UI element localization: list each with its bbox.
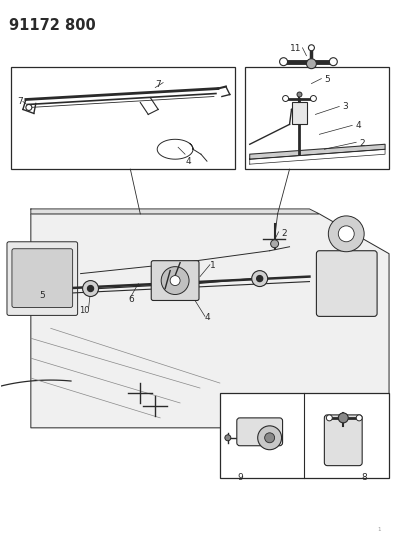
Circle shape bbox=[257, 276, 263, 281]
Text: 9: 9 bbox=[238, 473, 243, 482]
Text: 5: 5 bbox=[39, 290, 44, 300]
Circle shape bbox=[271, 240, 279, 248]
Circle shape bbox=[252, 271, 268, 287]
Text: 6: 6 bbox=[128, 295, 134, 303]
Text: 2: 2 bbox=[281, 229, 287, 238]
FancyBboxPatch shape bbox=[7, 242, 77, 316]
Text: 8: 8 bbox=[361, 473, 367, 482]
Polygon shape bbox=[31, 214, 389, 428]
FancyBboxPatch shape bbox=[324, 415, 362, 466]
Text: 1: 1 bbox=[378, 527, 381, 532]
Bar bbox=[291, 102, 307, 124]
Circle shape bbox=[330, 58, 337, 66]
FancyBboxPatch shape bbox=[151, 261, 199, 301]
Circle shape bbox=[326, 415, 332, 421]
FancyBboxPatch shape bbox=[316, 251, 377, 317]
Circle shape bbox=[306, 59, 316, 69]
Polygon shape bbox=[250, 144, 385, 159]
Circle shape bbox=[225, 435, 231, 441]
Polygon shape bbox=[31, 209, 320, 214]
Text: 4: 4 bbox=[205, 313, 210, 322]
Circle shape bbox=[265, 433, 275, 443]
Text: 91172 800: 91172 800 bbox=[9, 18, 96, 33]
Text: 11: 11 bbox=[289, 44, 301, 53]
Bar bbox=[11, 67, 235, 169]
Text: 1: 1 bbox=[210, 261, 216, 270]
Circle shape bbox=[83, 280, 98, 296]
Bar bbox=[245, 67, 389, 169]
Circle shape bbox=[338, 226, 354, 242]
Text: 5: 5 bbox=[324, 75, 330, 84]
Circle shape bbox=[88, 286, 94, 292]
Circle shape bbox=[297, 92, 302, 97]
Circle shape bbox=[308, 45, 314, 51]
Text: 4: 4 bbox=[355, 122, 361, 131]
Circle shape bbox=[356, 415, 362, 421]
Circle shape bbox=[258, 426, 281, 450]
Text: 7: 7 bbox=[155, 79, 161, 88]
Text: 4: 4 bbox=[185, 157, 191, 166]
Circle shape bbox=[310, 95, 316, 101]
Text: 10: 10 bbox=[79, 306, 89, 316]
FancyBboxPatch shape bbox=[237, 418, 283, 446]
Circle shape bbox=[328, 216, 364, 252]
Text: 3: 3 bbox=[342, 102, 348, 111]
Circle shape bbox=[338, 413, 348, 423]
Circle shape bbox=[279, 58, 287, 66]
Circle shape bbox=[283, 95, 289, 101]
Circle shape bbox=[170, 276, 180, 286]
Text: 2: 2 bbox=[359, 139, 365, 148]
FancyBboxPatch shape bbox=[12, 249, 73, 308]
Circle shape bbox=[161, 266, 189, 295]
Circle shape bbox=[26, 104, 32, 110]
Bar bbox=[220, 393, 389, 478]
Text: 7: 7 bbox=[17, 96, 23, 106]
